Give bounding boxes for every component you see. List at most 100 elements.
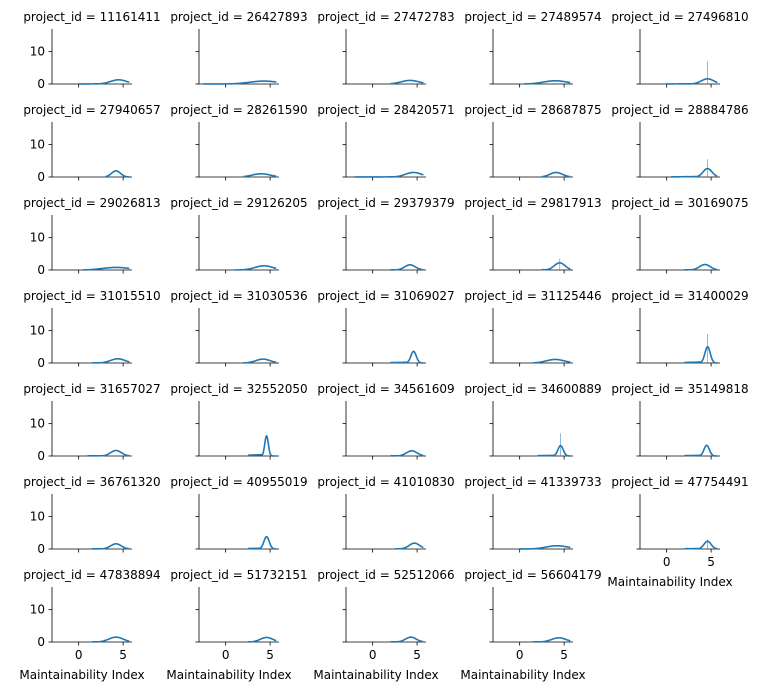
- density-curve: [684, 540, 718, 550]
- facet-panel: project_id = 34600889: [464, 382, 602, 460]
- facet-panel: project_id = 56604179 0 5 Maintainability I…: [460, 568, 601, 682]
- panel-title: project_id = 27489574: [464, 10, 601, 24]
- panel-title: project_id = 31030536: [170, 289, 307, 303]
- facet-panel: project_id = 29126205: [170, 196, 308, 274]
- density-curve: [354, 171, 424, 178]
- density-curve: [524, 79, 571, 85]
- y-tick-label: 10: [30, 324, 45, 338]
- x-tick-label: 5: [560, 648, 568, 662]
- panel-title: project_id = 47838894: [23, 568, 160, 582]
- density-curve: [390, 350, 424, 364]
- y-tick-label: 0: [37, 449, 45, 463]
- facet-panel: project_id = 47838894 0 10 0 5 Maintainabilit…: [19, 568, 160, 682]
- y-tick-label: 0: [37, 170, 45, 184]
- density-curve: [684, 444, 718, 457]
- density-curve: [83, 266, 130, 271]
- panel-title: project_id = 31125446: [464, 289, 601, 303]
- density-curve: [541, 262, 571, 271]
- panel-title: project_id = 56604179: [464, 568, 601, 582]
- density-curve: [390, 264, 424, 271]
- x-axis-label: Maintainability Index: [19, 668, 144, 682]
- facet-panel: project_id = 31030536: [170, 289, 308, 367]
- facet-panel: project_id = 28261590: [170, 103, 308, 181]
- x-tick-label: 0: [222, 648, 230, 662]
- facet-panel: project_id = 40955019: [170, 475, 308, 553]
- y-tick-label: 10: [30, 138, 45, 152]
- panel-title: project_id = 11161411: [23, 10, 160, 24]
- x-tick-label: 0: [75, 648, 83, 662]
- facet-panel: project_id = 26427893: [170, 10, 308, 88]
- facet-panel: project_id = 36761320 0 10: [23, 475, 160, 556]
- density-curve: [92, 357, 130, 364]
- facet-panel: project_id = 32552050: [170, 382, 308, 460]
- density-curve: [537, 444, 571, 457]
- facet-panel: project_id = 27489574: [464, 10, 602, 88]
- density-curve: [243, 358, 277, 364]
- x-axis-label: Maintainability Index: [460, 668, 585, 682]
- y-tick-label: 0: [37, 635, 45, 649]
- panel-title: project_id = 51732151: [170, 568, 307, 582]
- density-curve: [92, 636, 130, 643]
- x-tick-label: 0: [369, 648, 377, 662]
- panel-title: project_id = 27472783: [317, 10, 454, 24]
- facet-panel: project_id = 34561609: [317, 382, 455, 460]
- facet-panel: project_id = 28884786: [611, 103, 749, 181]
- panel-title: project_id = 27940657: [23, 103, 160, 117]
- facet-panel: project_id = 31400029: [611, 289, 749, 367]
- panel-title: project_id = 31015510: [23, 289, 160, 303]
- x-tick-label: 0: [516, 648, 524, 662]
- facet-panel: project_id = 28420571: [317, 103, 455, 181]
- facet-panel: project_id = 29026813 0 10: [23, 196, 160, 277]
- y-tick-label: 0: [37, 77, 45, 91]
- facet-panel: project_id = 29379379: [317, 196, 455, 274]
- facet-panel: project_id = 27940657 0 10: [23, 103, 160, 184]
- panel-title: project_id = 29817913: [464, 196, 601, 210]
- panel-title: project_id = 27496810: [611, 10, 748, 24]
- panel-title: project_id = 41339733: [464, 475, 601, 489]
- x-axis-label: Maintainability Index: [166, 668, 291, 682]
- facet-panel: project_id = 31657027 0 10: [23, 382, 160, 463]
- density-curve: [519, 544, 571, 550]
- facet-panel: project_id = 30169075: [611, 196, 749, 274]
- facet-panel: project_id = 41010830: [317, 475, 455, 553]
- density-curve: [666, 78, 718, 85]
- y-tick-label: 10: [30, 417, 45, 431]
- panel-title: project_id = 47754491: [611, 475, 748, 489]
- density-curve: [671, 167, 718, 178]
- y-tick-label: 0: [37, 542, 45, 556]
- x-axis-label: Maintainability Index: [607, 575, 732, 589]
- y-tick-label: 10: [30, 510, 45, 524]
- density-curve: [78, 78, 130, 85]
- x-tick-label: 5: [119, 648, 127, 662]
- facet-panel: project_id = 31069027: [317, 289, 455, 367]
- density-curve: [533, 636, 571, 643]
- density-curve: [243, 172, 277, 178]
- panel-title: project_id = 28420571: [317, 103, 454, 117]
- density-curve: [684, 263, 718, 271]
- density-curve: [390, 450, 424, 457]
- facet-panel: project_id = 31015510 0 10: [23, 289, 160, 370]
- panel-title: project_id = 40955019: [170, 475, 307, 489]
- density-curve: [247, 636, 277, 643]
- panel-title: project_id = 32552050: [170, 382, 307, 396]
- x-tick-label: 5: [266, 648, 274, 662]
- panel-title: project_id = 34600889: [464, 382, 601, 396]
- y-tick-label: 10: [30, 45, 45, 59]
- facet-panel: project_id = 31125446: [464, 289, 602, 367]
- panel-title: project_id = 34561609: [317, 382, 454, 396]
- panel-title: project_id = 29026813: [23, 196, 160, 210]
- density-curve: [390, 79, 424, 85]
- facet-panel: project_id = 35149818: [611, 382, 749, 460]
- facet-panel: project_id = 52512066 0 5 Maintainability I…: [313, 568, 454, 682]
- density-curve: [234, 264, 277, 271]
- y-tick-label: 10: [30, 231, 45, 245]
- x-axis-label: Maintainability Index: [313, 668, 438, 682]
- density-curve: [92, 543, 130, 550]
- panel-title: project_id = 36761320: [23, 475, 160, 489]
- y-tick-label: 0: [37, 356, 45, 370]
- panel-title: project_id = 41010830: [317, 475, 454, 489]
- facet-panel: project_id = 28687875: [464, 103, 602, 181]
- facet-panel: project_id = 47754491 0 5 Maintainability I…: [607, 475, 748, 589]
- x-tick-label: 0: [663, 555, 671, 569]
- panel-title: project_id = 35149818: [611, 382, 748, 396]
